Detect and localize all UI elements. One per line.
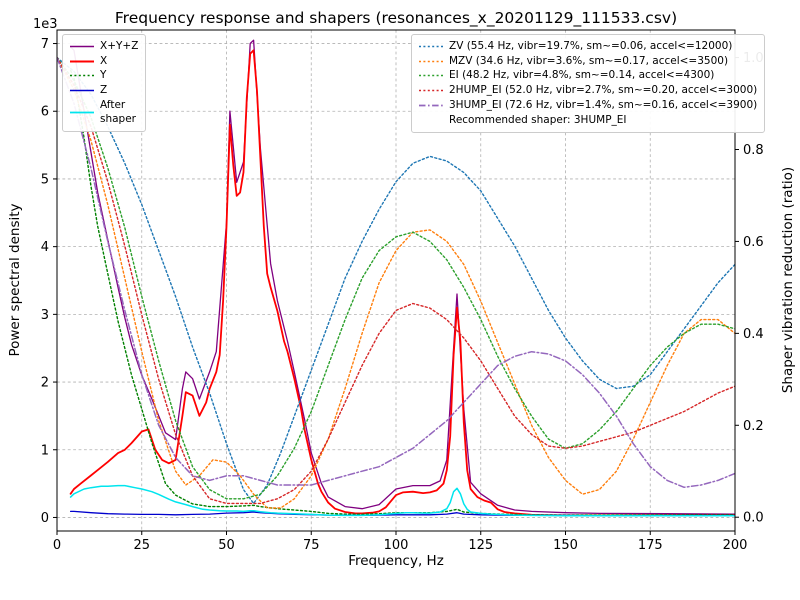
series-shaper-zv	[57, 56, 735, 505]
shaper-legend: ZV (55.4 Hz, vibr=19.7%, sm~=0.06, accel…	[411, 34, 766, 134]
legend-line-sample-y	[70, 74, 94, 77]
legend-line-sample-xyz	[70, 45, 94, 48]
legend-line-sample-x	[70, 60, 94, 63]
legend-label-y: Y	[100, 69, 107, 82]
legend-entry-shaper-ei: EI (48.2 Hz, vibr=4.8%, sm~=0.14, accel<…	[418, 68, 757, 83]
legend-entry-xyz: X+Y+Z	[69, 39, 138, 54]
right-y-tick-label: 0.6	[743, 235, 764, 250]
right-y-tick-label: 0.8	[743, 143, 764, 158]
x-tick-label: 75	[303, 538, 320, 553]
legend-entry-x: X	[69, 54, 138, 69]
left-y-tick-label: 7	[41, 37, 49, 52]
legend-line-sample-shaper-ei	[419, 74, 443, 77]
recommended-shaper-note: Recommended shaper: 3HUMP_EI	[449, 114, 627, 127]
series-x	[69, 49, 735, 517]
x-tick-label: 125	[468, 538, 493, 553]
legend-entry-shaper-mzv: MZV (34.6 Hz, vibr=3.6%, sm~=0.17, accel…	[418, 54, 757, 69]
legend-label-xyz: X+Y+Z	[100, 40, 139, 52]
series-shaper-mzv	[57, 56, 735, 509]
legend-entry-z: Z	[69, 83, 138, 98]
right-y-tick-label: 0.2	[743, 419, 764, 434]
legend-label-shaper-mzv: MZV (34.6 Hz, vibr=3.6%, sm~=0.17, accel…	[449, 54, 729, 67]
x-tick-label: 50	[218, 538, 235, 553]
x-tick-label: 0	[53, 538, 61, 553]
series-group	[57, 39, 735, 517]
x-tick-label: 175	[638, 538, 663, 553]
x-axis-label: Frequency, Hz	[348, 553, 444, 569]
y-axis-offset-label: 1e3	[33, 17, 58, 32]
right-y-axis-label: Shaper vibration reduction (ratio)	[780, 166, 796, 394]
legend-entry-shaper-2hump-ei: 2HUMP_EI (52.0 Hz, vibr=2.7%, sm~=0.20, …	[418, 83, 757, 98]
left-y-tick-label: 4	[41, 240, 49, 255]
x-tick-label: 200	[723, 538, 748, 553]
left-y-tick-label: 2	[41, 376, 49, 391]
shaper-legend-entries: ZV (55.4 Hz, vibr=19.7%, sm~=0.06, accel…	[418, 39, 757, 112]
legend-label-shaper-3hump-ei: 3HUMP_EI (72.6 Hz, vibr=1.4%, sm~=0.16, …	[449, 98, 758, 111]
psd-legend: X+Y+Z X Y Z After shaper	[62, 34, 147, 133]
chart-title: Frequency response and shapers (resonanc…	[114, 9, 678, 27]
left-y-axis-label: Power spectral density	[7, 203, 23, 357]
legend-entry-after-shaper: After shaper	[69, 98, 138, 127]
series-y	[69, 69, 735, 516]
legend-line-sample-shaper-mzv	[419, 60, 443, 62]
legend-line-sample-shaper-2hump-ei	[419, 89, 443, 92]
legend-label-after-shaper: After shaper	[100, 98, 137, 126]
left-y-tick-label: 0	[41, 511, 49, 526]
series-shaper-2hump-ei	[57, 56, 735, 505]
legend-line-sample-shaper-3hump-ei	[419, 104, 443, 106]
legend-line-sample-z	[70, 89, 94, 92]
legend-label-shaper-ei: EI (48.2 Hz, vibr=4.8%, sm~=0.14, accel<…	[449, 69, 715, 82]
legend-entry-shaper-zv: ZV (55.4 Hz, vibr=19.7%, sm~=0.06, accel…	[418, 39, 757, 54]
legend-label-z: Z	[100, 84, 108, 97]
series-after-shaper	[69, 484, 735, 517]
x-tick-label: 100	[384, 538, 409, 553]
tick-labels: 0 25 50 75 100 125 150 175 200 0 1 2 3 4 5 6 7 0.0 0.2 0.4 0…	[41, 37, 764, 553]
legend-label-shaper-zv: ZV (55.4 Hz, vibr=19.7%, sm~=0.06, accel…	[449, 40, 733, 52]
right-y-tick-label: 0.4	[743, 327, 764, 342]
legend-entry-shaper-3hump-ei: 3HUMP_EI (72.6 Hz, vibr=1.4%, sm~=0.16, …	[418, 98, 757, 113]
left-y-tick-label: 5	[41, 172, 49, 187]
legend-label-shaper-2hump-ei: 2HUMP_EI (52.0 Hz, vibr=2.7%, sm~=0.20, …	[449, 84, 758, 97]
x-tick-label: 25	[133, 538, 150, 553]
legend-entry-y: Y	[69, 68, 138, 83]
x-tick-label: 150	[553, 538, 578, 553]
left-y-tick-label: 6	[41, 105, 49, 120]
series-shaper-3hump-ei	[57, 56, 735, 489]
series-shaper-ei	[57, 56, 735, 500]
right-y-tick-label: 0.0	[743, 511, 764, 526]
left-y-tick-label: 1	[41, 443, 49, 458]
legend-line-sample-after-shaper	[70, 111, 94, 114]
left-y-tick-label: 3	[41, 308, 49, 323]
legend-label-x: X	[100, 54, 108, 67]
legend-line-sample-shaper-zv	[419, 45, 443, 48]
